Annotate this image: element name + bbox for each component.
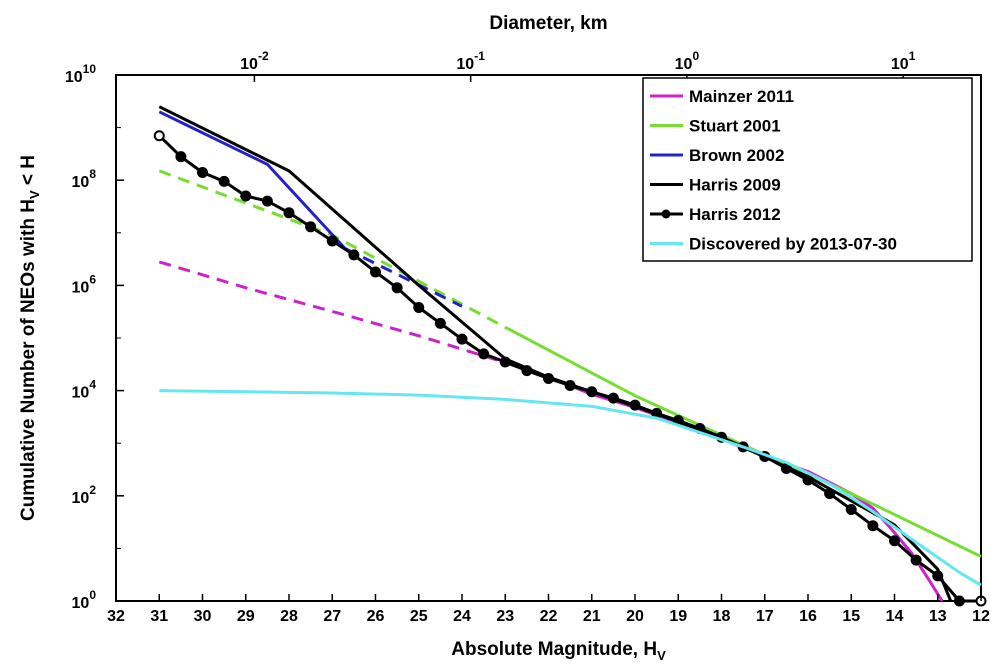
data-point: [867, 520, 879, 532]
data-point: [607, 392, 619, 404]
y-tick-label: 104: [72, 378, 97, 402]
x-tick-label: 19: [669, 608, 687, 625]
series-layer: [153, 105, 987, 607]
data-point: [283, 207, 295, 219]
x-tick-label: 17: [756, 608, 774, 625]
x-tick-label: 22: [540, 608, 558, 625]
x-tick-label: 31: [150, 608, 168, 625]
data-point: [153, 130, 165, 142]
y-axis-title-sub: V: [27, 190, 42, 199]
x-axis-title-main: Absolute Magnitude, H: [451, 639, 657, 660]
top-axis-title: Diameter, km: [489, 13, 607, 34]
series-line: [547, 375, 944, 602]
top-tick-label: 100: [675, 49, 700, 73]
data-point: [175, 151, 187, 163]
legend-marker: [661, 209, 671, 219]
data-point: [434, 317, 446, 329]
y-axis-title-suffix: < H: [18, 155, 39, 190]
top-tick-label: 101: [891, 49, 916, 73]
y-tick-label: 108: [72, 167, 97, 191]
data-point: [456, 333, 468, 345]
series-mainzer-2011: [158, 260, 944, 602]
legend-label: Harris 2012: [689, 205, 781, 224]
data-point: [953, 595, 965, 607]
x-axis-title-sub: V: [657, 648, 666, 663]
x-tick-label: 26: [367, 608, 385, 625]
series-line: [344, 247, 463, 308]
x-tick-label: 15: [842, 608, 860, 625]
data-point: [261, 195, 273, 207]
data-point: [889, 535, 900, 547]
legend-label: Mainzer 2011: [689, 87, 794, 106]
x-tick-label: 28: [280, 608, 298, 625]
x-tick-label: 16: [799, 608, 817, 625]
data-point: [910, 554, 922, 566]
y-tick-label: 102: [72, 483, 97, 507]
data-point: [521, 365, 533, 377]
legend: Mainzer 2011 Stuart 2001 Brown 2002 Harris …: [642, 77, 973, 262]
x-tick-label: 29: [237, 608, 255, 625]
data-point: [391, 282, 403, 294]
x-tick-label: 21: [583, 608, 601, 625]
x-tick-label: 24: [453, 608, 471, 625]
series-line: [158, 110, 347, 250]
top-tick-label: 10-2: [240, 49, 269, 73]
legend-label: Brown 2002: [689, 146, 784, 165]
series-brown-2002: [158, 110, 463, 308]
y-tick-label: 106: [72, 272, 97, 296]
data-point: [478, 348, 490, 360]
data-point: [802, 474, 814, 486]
data-point: [218, 175, 230, 187]
x-tick-label: 27: [323, 608, 341, 625]
legend-label: Stuart 2001: [689, 117, 781, 136]
series-harris-2012: [153, 130, 987, 607]
data-point: [370, 266, 381, 278]
series-discovered-by-2013-07-30: [159, 389, 982, 587]
data-point: [499, 356, 511, 368]
data-point: [326, 235, 338, 247]
data-point: [564, 380, 576, 392]
x-tick-label: 12: [972, 608, 990, 625]
x-tick-label: 30: [194, 608, 212, 625]
y-axis-title: Cumulative Number of NEOs with HV < H: [18, 155, 42, 521]
legend-label: Discovered by 2013-07-30: [689, 235, 897, 254]
data-point: [197, 167, 208, 179]
axes: 32 31 30 29 28 27 26 25 24 23 22 21 20 19 18 17 16 15 14 13…: [65, 49, 990, 625]
data-point: [845, 503, 857, 515]
x-tick-label: 25: [410, 608, 428, 625]
data-point: [586, 386, 598, 398]
data-point: [629, 399, 641, 411]
x-tick-label: 32: [107, 608, 125, 625]
x-tick-label: 18: [713, 608, 731, 625]
x-tick-label: 23: [496, 608, 514, 625]
y-tick-label: 1010: [65, 62, 96, 86]
series-line: [159, 389, 982, 587]
legend-label: Harris 2009: [689, 176, 781, 195]
data-point: [824, 488, 836, 500]
series-line: [158, 169, 507, 329]
data-point: [348, 249, 360, 261]
y-axis-title-main: Cumulative Number of NEOs with H: [18, 199, 39, 521]
data-point: [543, 372, 554, 384]
data-point: [932, 570, 944, 582]
data-point: [413, 302, 425, 314]
x-tick-label: 13: [929, 608, 947, 625]
legend-box: [642, 77, 973, 262]
data-point: [305, 221, 317, 233]
x-tick-label: 14: [886, 608, 904, 625]
data-point: [240, 190, 252, 202]
x-tick-label: 20: [626, 608, 644, 625]
y-tick-label: 100: [72, 588, 97, 612]
top-tick-label: 10-1: [456, 49, 485, 73]
x-axis-title: Absolute Magnitude, HV: [451, 639, 666, 663]
